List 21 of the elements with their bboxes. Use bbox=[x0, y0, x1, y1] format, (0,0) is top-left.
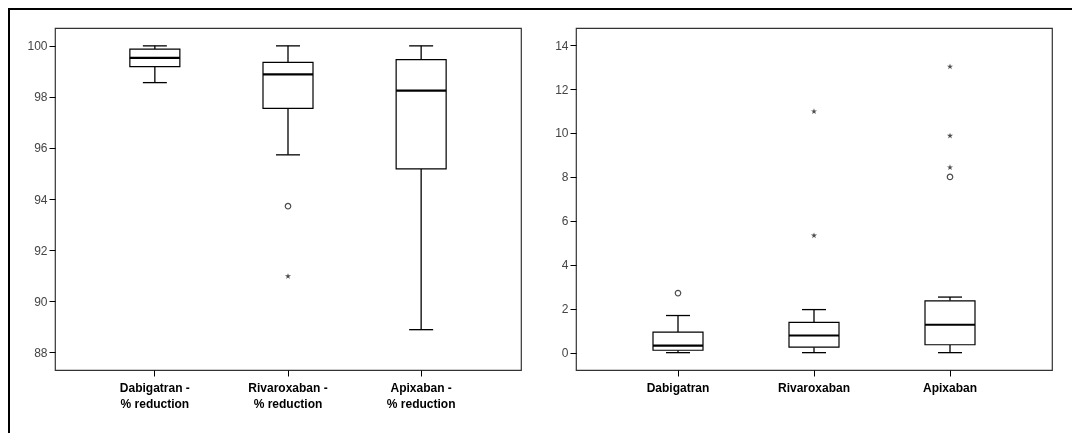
x-tick-label: Apixaban bbox=[922, 380, 978, 395]
y-tick-label: 98 bbox=[34, 90, 48, 105]
y-tick-label: 100 bbox=[27, 39, 48, 54]
y-tick-label: 8 bbox=[561, 170, 569, 185]
y-tick-label: 88 bbox=[34, 345, 48, 360]
x-tick-label: Dabigatran - % reduction bbox=[119, 380, 190, 411]
y-tick-label: 0 bbox=[561, 346, 569, 361]
y-tick-label: 10 bbox=[555, 126, 569, 141]
y-tick-label: 6 bbox=[561, 214, 569, 229]
y-tick-label: 90 bbox=[34, 294, 48, 309]
y-tick-label: 12 bbox=[555, 82, 569, 97]
y-tick-label: 96 bbox=[34, 141, 48, 156]
x-tick-label: Rivaroxaban - % reduction bbox=[248, 380, 328, 411]
x-tick-label: Apixaban - % reduction bbox=[386, 380, 456, 411]
x-tick-label: Dabigatran bbox=[646, 380, 710, 395]
y-tick-label: 14 bbox=[555, 38, 569, 53]
x-tick-label: Rivaroxaban bbox=[777, 380, 851, 395]
y-tick-label: 4 bbox=[561, 258, 569, 273]
y-tick-label: 2 bbox=[561, 302, 569, 317]
y-tick-label: 92 bbox=[34, 243, 48, 258]
y-tick-label: 94 bbox=[34, 192, 48, 207]
